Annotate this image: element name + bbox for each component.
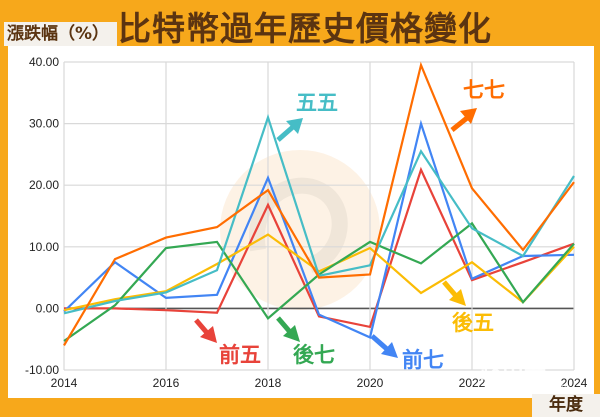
y-axis-ticks: -10.00 0.00 10.00 20.00 30.00 40.00 [25,55,59,377]
arrow-icon-qianqi [370,334,398,358]
arrow-icon-houwu [442,280,466,306]
watermark-text: 路由器 [480,360,547,385]
x-axis-label: 年度 [532,394,600,417]
y-tick-label: -10.00 [25,363,59,377]
arrow-icon-qianwu [194,318,217,343]
y-tick-label: 30.00 [29,117,59,131]
x-tick-label: 2018 [255,376,282,390]
y-tick-label: 10.00 [29,240,59,254]
y-tick-label: 20.00 [29,178,59,192]
series-line-後五 [63,233,575,312]
y-tick-label: 0.00 [36,301,60,315]
series-line-七七 [63,61,575,346]
annotation-arrows [194,108,477,358]
series-line-前七 [63,119,575,339]
x-tick-label: 2020 [357,376,384,390]
series-annotation: 五五 [296,91,338,115]
data-series [63,61,575,346]
series-annotation: 前七 [402,348,444,372]
series-annotation: 七七 [463,78,505,102]
series-annotation: 後七 [293,343,335,367]
y-axis-label: 漲跌幅（%） [4,22,117,46]
series-line-前五 [64,166,575,329]
series-annotation: 後五 [452,311,494,335]
x-tick-label: 2014 [51,376,78,390]
arrow-icon-qiqi [450,108,477,132]
x-axis-ticks: 2014 2016 2018 2020 2022 2024 [51,376,588,390]
y-tick-label: 40.00 [29,55,59,69]
x-tick-label: 2024 [561,376,588,390]
series-annotation: 前五 [219,343,261,367]
x-tick-label: 2016 [153,376,180,390]
background-logo-icon [220,150,380,310]
arrow-icon-wuwu [276,118,303,142]
x-tick-label: 2022 [459,376,486,390]
arrow-icon-houqi [276,316,300,342]
grid-lines [63,61,575,371]
chart-title: 比特幣過年歷史價格變化 [118,9,492,48]
watermark-url: luyouqi.com [516,382,570,393]
